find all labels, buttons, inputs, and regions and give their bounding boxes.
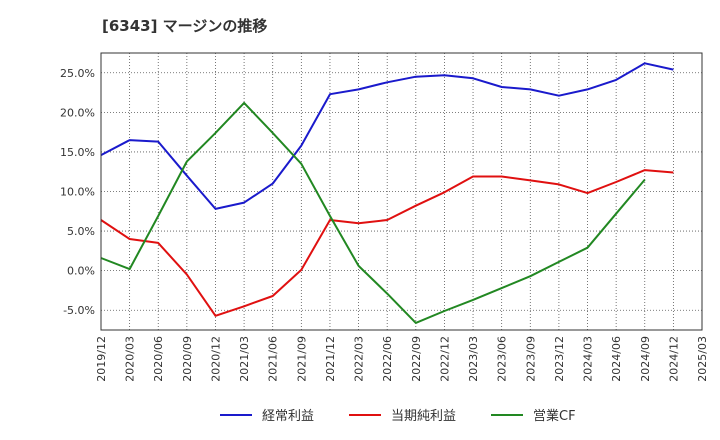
x-axis-ticks: 2019/12 2020/03 2020/06 2020/09 2020/12 2021/… bbox=[95, 336, 709, 382]
legend-label: 経常利益 bbox=[262, 409, 314, 424]
x-tick-label: 2020/06 bbox=[152, 336, 165, 382]
x-tick-label: 2020/12 bbox=[209, 336, 222, 382]
x-tick-label: 2023/12 bbox=[553, 336, 566, 382]
legend: 経常利益 当期純利益 営業CF bbox=[220, 408, 576, 424]
y-tick-label: 5.0% bbox=[67, 225, 95, 238]
x-tick-label: 2019/12 bbox=[95, 336, 108, 382]
x-tick-label: 2021/09 bbox=[295, 336, 308, 382]
plot-frame bbox=[100, 52, 703, 331]
x-tick-label: 2021/12 bbox=[324, 336, 337, 382]
x-tick-label: 2022/06 bbox=[381, 336, 394, 382]
x-tick-label: 2022/12 bbox=[438, 336, 451, 382]
series-line-当期純利益 bbox=[100, 169, 674, 317]
x-tick-label: 2024/12 bbox=[667, 336, 680, 382]
x-tick-label: 2021/03 bbox=[238, 336, 251, 382]
x-tick-label: 2020/09 bbox=[181, 336, 194, 382]
x-tick-label: 2024/03 bbox=[582, 336, 595, 382]
x-tick-label: 2024/09 bbox=[639, 336, 652, 382]
legend-label: 当期純利益 bbox=[391, 409, 456, 424]
series-layer bbox=[100, 62, 674, 324]
x-tick-label: 2023/06 bbox=[496, 336, 509, 382]
chart-title: [6343] マージンの推移 bbox=[102, 17, 268, 35]
x-tick-label: 2020/03 bbox=[124, 336, 137, 382]
x-tick-label: 2023/03 bbox=[467, 336, 480, 382]
y-tick-label: 20.0% bbox=[60, 106, 95, 119]
x-tick-label: 2021/06 bbox=[267, 336, 280, 382]
y-tick-label: 10.0% bbox=[60, 186, 95, 199]
x-tick-label: 2023/09 bbox=[524, 336, 537, 382]
y-tick-label: -5.0% bbox=[63, 304, 95, 317]
y-tick-label: 25.0% bbox=[60, 67, 95, 80]
x-tick-label: 2025/03 bbox=[696, 336, 709, 382]
grid-layer bbox=[101, 53, 702, 330]
y-tick-label: 15.0% bbox=[60, 146, 95, 159]
series-line-経常利益 bbox=[100, 62, 674, 210]
legend-label: 営業CF bbox=[533, 408, 576, 424]
series-line-営業CF bbox=[100, 101, 646, 324]
y-axis-ticks: -5.0% 0.0% 5.0% 10.0% 15.0% 20.0% 25.0% bbox=[60, 67, 95, 317]
x-tick-label: 2024/06 bbox=[610, 336, 623, 382]
y-tick-label: 0.0% bbox=[67, 265, 95, 278]
x-tick-label: 2022/03 bbox=[353, 336, 366, 382]
x-tick-label: 2022/09 bbox=[410, 336, 423, 382]
